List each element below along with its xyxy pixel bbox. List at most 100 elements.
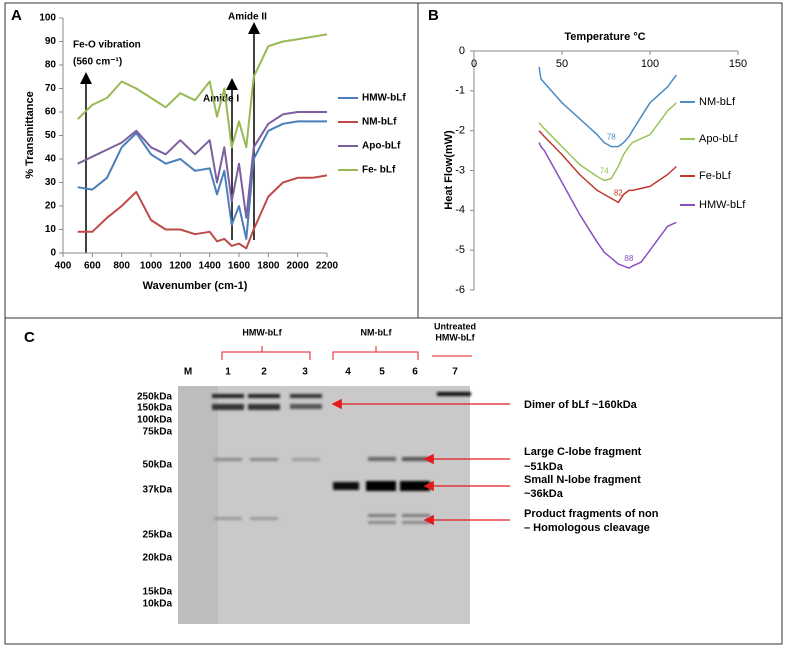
band bbox=[248, 394, 280, 398]
x-tick-label: 2000 bbox=[287, 261, 310, 272]
band bbox=[290, 404, 322, 409]
series-line bbox=[538, 142, 677, 269]
y-tick-label: -2 bbox=[455, 125, 465, 137]
y-tick-label: 70 bbox=[45, 83, 57, 94]
series-line bbox=[538, 66, 678, 148]
band bbox=[368, 521, 396, 524]
y-tick-label: -1 bbox=[455, 85, 465, 97]
marker-label: 37kDa bbox=[143, 485, 173, 496]
gel-lane bbox=[178, 386, 218, 624]
x-tick-label: 50 bbox=[556, 58, 568, 70]
bracket bbox=[332, 346, 419, 360]
annotation: ~51kDa bbox=[524, 461, 564, 473]
annotation: (560 cm⁻¹) bbox=[73, 57, 122, 68]
legend-label: HMW-bLf bbox=[699, 199, 746, 211]
band bbox=[214, 517, 242, 520]
marker-label: 100kDa bbox=[137, 415, 172, 426]
x-tick-label: 1200 bbox=[169, 261, 192, 272]
x-axis-title: Wavenumber (cm-1) bbox=[143, 280, 248, 292]
marker-label: 25kDa bbox=[143, 530, 173, 541]
y-tick-label: 30 bbox=[45, 177, 57, 188]
marker-label: 10kDa bbox=[143, 599, 173, 610]
y-tick-label: 100 bbox=[39, 13, 56, 24]
x-tick-label: 1800 bbox=[257, 261, 280, 272]
band bbox=[400, 481, 430, 491]
annotation: Product fragments of non bbox=[524, 508, 659, 520]
y-tick-label: 0 bbox=[50, 248, 56, 259]
panel-label: B bbox=[428, 7, 439, 24]
band bbox=[368, 514, 396, 517]
annotation: Large C-lobe fragment bbox=[524, 446, 642, 458]
legend-label: HMW-bLf bbox=[362, 93, 406, 104]
marker-label: 150kDa bbox=[137, 403, 172, 414]
annotation: ~36kDa bbox=[524, 488, 564, 500]
series-line bbox=[538, 102, 677, 182]
group-label: NM-bLf bbox=[361, 327, 393, 337]
y-tick-label: 0 bbox=[459, 45, 465, 57]
lane-label: 3 bbox=[302, 367, 308, 378]
x-tick-label: 1400 bbox=[199, 261, 222, 272]
y-tick-label: 50 bbox=[45, 130, 57, 141]
lane-label: 7 bbox=[452, 367, 458, 378]
band bbox=[402, 521, 430, 524]
bands bbox=[212, 392, 471, 524]
y-axis-title: % Transmittance bbox=[24, 91, 36, 178]
series-line bbox=[77, 111, 327, 219]
x-tick-label: 400 bbox=[55, 261, 72, 272]
annotation: Fe-O vibration bbox=[73, 40, 141, 51]
annotation: Dimer of bLf ~160kDa bbox=[524, 399, 638, 411]
group-label: Untreated bbox=[434, 321, 476, 331]
lane-label: M bbox=[184, 367, 192, 378]
y-tick-label: -3 bbox=[455, 164, 465, 176]
lane-label: 1 bbox=[225, 367, 231, 378]
x-tick-label: 1600 bbox=[228, 261, 251, 272]
x-tick-label: 0 bbox=[471, 58, 477, 70]
marker-label: 15kDa bbox=[143, 587, 173, 598]
panel-b: B Temperature °C Heat Flow(mW) bbox=[428, 7, 646, 210]
bracket bbox=[221, 346, 311, 360]
band bbox=[333, 482, 359, 490]
x-tick-label: 600 bbox=[84, 261, 101, 272]
y-tick-label: 40 bbox=[45, 154, 57, 165]
lane-label: 2 bbox=[261, 367, 267, 378]
legend-label: NM-bLf bbox=[362, 117, 397, 128]
band bbox=[366, 481, 396, 491]
group-label: HMW-bLf bbox=[242, 327, 282, 337]
annotation: Amide II bbox=[228, 12, 267, 23]
y-tick-label: 80 bbox=[45, 60, 57, 71]
marker-label: 75kDa bbox=[143, 427, 173, 438]
y-tick-label: 60 bbox=[45, 107, 57, 118]
band bbox=[212, 404, 244, 410]
band bbox=[402, 457, 430, 461]
x-tick-label: 150 bbox=[729, 58, 747, 70]
legend-label: Apo-bLf bbox=[699, 133, 738, 145]
x-tick-label: 1000 bbox=[140, 261, 163, 272]
y-tick-label: 90 bbox=[45, 36, 57, 47]
band bbox=[368, 457, 396, 461]
peak-label: 78 bbox=[607, 133, 616, 142]
legend-label: NM-bLf bbox=[699, 96, 736, 108]
legend-label: Fe- bLf bbox=[362, 165, 396, 176]
band bbox=[250, 458, 278, 461]
group-label: HMW-bLf bbox=[435, 332, 475, 342]
legend-label: Apo-bLf bbox=[362, 141, 401, 152]
peak-label: 74 bbox=[600, 167, 609, 176]
annotation: Small N-lobe fragment bbox=[524, 474, 641, 486]
band bbox=[290, 394, 322, 398]
y-tick-label: -4 bbox=[455, 204, 465, 216]
peak-label: 82 bbox=[614, 188, 623, 197]
y-tick-label: -5 bbox=[455, 244, 465, 256]
y-axis-title: Heat Flow(mW) bbox=[443, 130, 455, 210]
marker-label: 20kDa bbox=[143, 553, 173, 564]
y-tick-label: 10 bbox=[45, 224, 57, 235]
x-tick-label: 100 bbox=[641, 58, 659, 70]
band bbox=[212, 394, 244, 398]
y-tick-label: -6 bbox=[455, 284, 465, 296]
band bbox=[250, 517, 278, 520]
legend-label: Fe-bLf bbox=[699, 170, 732, 182]
x-axis-title: Temperature °C bbox=[564, 31, 645, 43]
band bbox=[402, 514, 430, 517]
y-tick-label: 20 bbox=[45, 201, 57, 212]
annotation: – Homologous cleavage bbox=[524, 522, 650, 534]
